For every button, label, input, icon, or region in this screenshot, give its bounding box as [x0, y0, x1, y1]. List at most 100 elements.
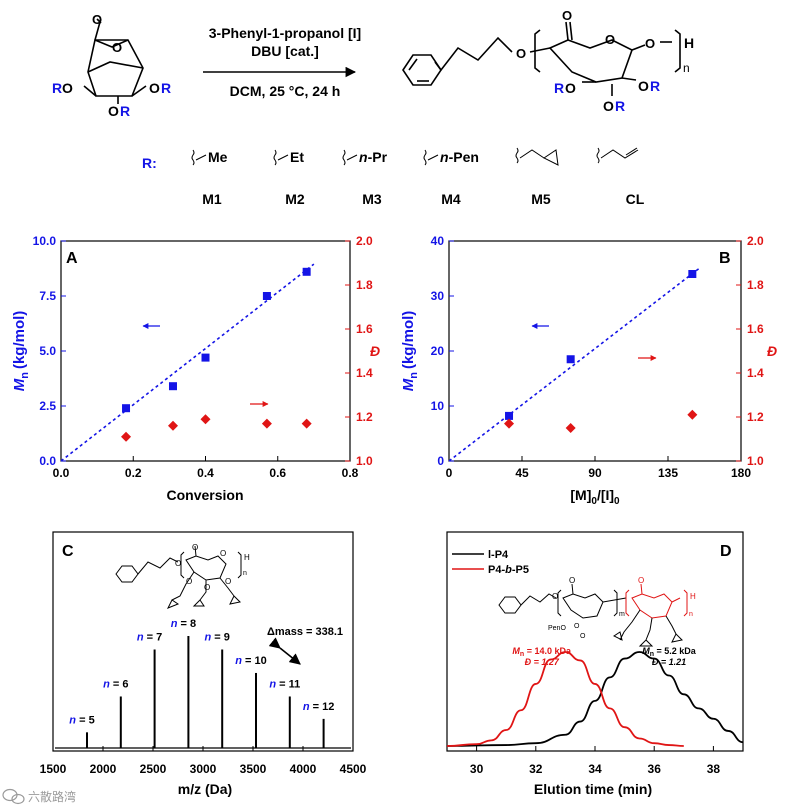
- y-tick-label: 7.5: [39, 289, 56, 303]
- x-tick-label: 34: [588, 762, 602, 776]
- watermark-text: 六散路湾: [28, 789, 76, 804]
- peak-label: n = 8: [171, 618, 196, 630]
- sec-annotation-mn: Mn = 14.0 kDa: [512, 646, 572, 658]
- peak-label: n = 5: [69, 714, 94, 726]
- sec-annotation-d: Đ = 1.21: [652, 657, 686, 667]
- monomer-r2: R: [161, 80, 171, 96]
- panel-c-xlabel: m/z (Da): [178, 781, 232, 797]
- monomer-ring-o: O: [112, 40, 122, 55]
- y-tick-label: 20: [431, 344, 445, 358]
- panel-c-structure-o4: O: [186, 577, 192, 586]
- panel-c-structure-o6: O: [225, 577, 231, 586]
- panel-d-structure-o1: O: [552, 592, 558, 601]
- y2-tick-label: 1.8: [747, 278, 764, 292]
- legend-label-p4bp5: P4-b-P5: [488, 564, 529, 576]
- x-tick-label: 3500: [240, 762, 267, 776]
- reagent-line-1: 3-Phenyl-1-propanol [I]: [209, 25, 361, 41]
- x-tick-label: 0.8: [342, 466, 359, 480]
- panel-b: B [M]0/[I]0 Mn(kg/mol) Đ 0 45 90 135 180 0 10 2…: [400, 234, 777, 507]
- y2-tick-label: 1.0: [356, 454, 373, 468]
- product-r3: R: [615, 98, 625, 114]
- sec-curve-lp4: [446, 651, 744, 747]
- panel-c-structure-n: n: [243, 570, 247, 577]
- product-r2: R: [650, 78, 660, 94]
- reaction-conditions: DCM, 25 °C, 24 h: [230, 83, 341, 99]
- panel-d-xlabel: Elution time (min): [534, 781, 652, 797]
- dispersity-point: [167, 420, 178, 431]
- y2-tick-label: 2.0: [356, 234, 373, 248]
- peak-label: n = 11: [269, 678, 300, 690]
- panel-a-xlabel: Conversion: [166, 487, 243, 503]
- mn-point: [302, 267, 311, 276]
- y-tick-label: 0.0: [39, 454, 56, 468]
- monomer-label-m1: M1: [202, 191, 222, 207]
- substituent-npen: n-Pen: [440, 149, 479, 165]
- product-structure: [402, 21, 681, 96]
- panel-c-structure-o3: O: [220, 549, 226, 558]
- sec-annotation-d: Đ = 1.27: [525, 657, 560, 667]
- x-tick-label: 0.0: [53, 466, 70, 480]
- monomer-label-cl: CL: [626, 191, 645, 207]
- y-tick-label: 2.5: [39, 399, 56, 413]
- x-tick-label: 90: [588, 466, 602, 480]
- watermark: 六散路湾: [2, 788, 76, 805]
- x-tick-label: 1500: [40, 762, 67, 776]
- dispersity-point: [504, 418, 515, 429]
- product-r1: R: [554, 80, 564, 96]
- panel-c-frame: [52, 531, 354, 752]
- x-tick-label: 180: [731, 466, 751, 480]
- panel-d-structure-o2: O: [569, 576, 575, 585]
- x-tick-label: 32: [529, 762, 543, 776]
- product-end-h: H: [684, 35, 694, 51]
- product-ester-o: O: [516, 46, 526, 61]
- monomer-o3: O: [108, 103, 119, 119]
- monomer-label-m2: M2: [285, 191, 305, 207]
- monomer-o1: O: [62, 80, 73, 96]
- monomer-r3: R: [120, 103, 130, 119]
- x-tick-label: 0: [446, 466, 453, 480]
- product-end-o: O: [645, 36, 655, 51]
- panel-c: C m/z (Da) O O O H n O O O Δmass = 338.1…: [40, 531, 367, 797]
- dispersity-point: [565, 423, 576, 433]
- y-tick-label: 5.0: [39, 344, 56, 358]
- mn-point: [505, 411, 514, 420]
- mn-point: [168, 382, 177, 391]
- reagent-line-2: DBU [cat.]: [251, 43, 319, 59]
- panel-c-structure-o2: O: [192, 543, 198, 552]
- mn-point: [688, 270, 697, 278]
- x-tick-label: 45: [515, 466, 529, 480]
- x-tick-label: 4500: [340, 762, 367, 776]
- panel-b-xlabel: [M]0/[I]0: [570, 487, 620, 507]
- panel-d-structure-pen1: PenO: [548, 625, 566, 632]
- x-tick-label: 0.6: [269, 466, 286, 480]
- y2-tick-label: 1.6: [356, 322, 373, 336]
- sec-annotation-mn: Mn = 5.2 kDa: [642, 646, 697, 658]
- substituent-et: Et: [290, 149, 304, 165]
- monomer-label-m4: M4: [441, 191, 461, 207]
- reaction-scheme: O O R O O R O R 3-Phenyl-1-propanol [I] …: [52, 8, 694, 207]
- panel-b-label: B: [719, 250, 731, 267]
- y-tick-label: 30: [431, 289, 445, 303]
- x-tick-label: 4000: [290, 762, 317, 776]
- panel-a-ylabel: Mn(kg/mol): [11, 311, 31, 392]
- mn-point: [122, 404, 131, 413]
- y2-tick-label: 1.2: [747, 410, 764, 424]
- panel-c-structure: [115, 545, 242, 609]
- x-tick-label: 30: [470, 762, 484, 776]
- panel-c-label: C: [62, 543, 74, 560]
- fit-line: [60, 263, 315, 462]
- delta-mass-arrow: [268, 637, 301, 665]
- panel-a-y2label: Đ: [370, 343, 380, 359]
- y-tick-label: 40: [431, 234, 445, 248]
- x-tick-label: 3000: [190, 762, 217, 776]
- x-tick-label: 38: [707, 762, 721, 776]
- x-tick-label: 2000: [90, 762, 117, 776]
- panel-d-structure-m: m: [619, 611, 625, 618]
- mn-point: [566, 355, 575, 364]
- peak-label: n = 7: [137, 631, 162, 643]
- product-o3: O: [603, 98, 614, 114]
- panel-b-y2label: Đ: [767, 343, 777, 359]
- monomer-label-m3: M3: [362, 191, 382, 207]
- product-o1: O: [565, 80, 576, 96]
